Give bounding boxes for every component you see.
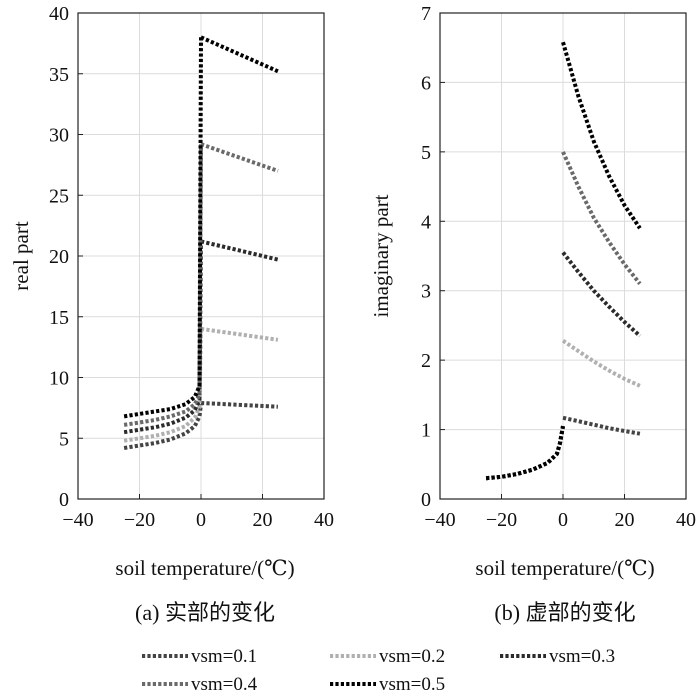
real-part-x-tick-label: 40: [314, 509, 334, 531]
imaginary-part-caption: (b) 虚部的变化: [494, 600, 635, 625]
imaginary-part-ticks: −40 −20 0 20 40 0 1 2 3 4 5 6 7: [421, 3, 696, 531]
imaginary-part-series-vsm-01-thawed: [562, 415, 641, 436]
real-part-ticks: −40 −20 0 20 40 0 5 10 15 20 25 30 35 40: [49, 3, 334, 531]
legend-item-vsm-03: vsm=0.3: [500, 646, 615, 667]
imaginary-part-x-tick-label: 0: [558, 509, 568, 531]
imaginary-part-x-tick-label: −40: [424, 509, 455, 531]
real-part-series-vsm-04-thawed: [200, 142, 279, 173]
imaginary-part-series: [485, 41, 642, 481]
panel-real-part: −40 −20 0 20 40 0 5 10 15 20 25 30 35 40 real part so…: [9, 3, 334, 625]
imaginary-part-series-vsm-03-thawed: [561, 251, 642, 338]
real-part-x-axis-label: soil temperature/(℃): [115, 556, 294, 580]
real-part-x-tick-label: −20: [124, 509, 155, 531]
real-part-series-vsm-03-thawed: [200, 239, 279, 262]
legend-label: vsm=0.2: [379, 646, 445, 667]
real-part-y-tick-label: 25: [49, 185, 69, 207]
panel-imaginary-part: −40 −20 0 20 40 0 1 2 3 4 5 6 7 imaginary part soil …: [369, 3, 696, 625]
imaginary-part-x-axis-label: soil temperature/(℃): [475, 556, 654, 580]
imaginary-part-y-tick-label: 1: [421, 420, 431, 442]
legend-label: vsm=0.5: [379, 674, 445, 695]
legend-label: vsm=0.4: [191, 674, 258, 695]
imaginary-part-series-vsm-05-thawed: [561, 41, 642, 230]
real-part-y-tick-label: 15: [49, 307, 69, 329]
real-part-series-vsm-04-frozen: [123, 144, 203, 427]
imaginary-part-y-axis-label: imaginary part: [369, 194, 393, 317]
legend: vsm=0.1 vsm=0.2 vsm=0.3 vsm=0.4 vsm=0.5: [142, 646, 615, 695]
real-part-y-tick-label: 10: [49, 368, 69, 390]
imaginary-part-x-tick-label: 40: [676, 509, 696, 531]
imaginary-part-x-tick-label: −20: [486, 509, 517, 531]
legend-item-vsm-04: vsm=0.4: [142, 674, 258, 695]
real-part-y-tick-label: 0: [59, 489, 69, 511]
imaginary-part-y-tick-label: 2: [421, 350, 431, 372]
real-part-series-vsm-02-frozen: [123, 328, 203, 443]
real-part-series: [123, 35, 279, 450]
real-part-x-tick-label: 0: [196, 509, 206, 531]
imaginary-part-series-vsm-05-frozen: [485, 425, 565, 481]
real-part-series-vsm-05-thawed: [200, 35, 279, 74]
real-part-y-axis-label: real part: [9, 221, 33, 291]
real-part-x-tick-label: −40: [62, 509, 93, 531]
real-part-y-tick-label: 35: [49, 64, 69, 86]
real-part-y-tick-label: 40: [49, 3, 69, 25]
legend-item-vsm-01: vsm=0.1: [142, 646, 257, 667]
imaginary-part-series-vsm-04-thawed: [561, 151, 642, 286]
imaginary-part-y-tick-label: 4: [421, 211, 431, 233]
real-part-caption: (a) 实部的变化: [135, 600, 275, 625]
imaginary-part-y-tick-label: 3: [421, 281, 431, 303]
real-part-x-tick-label: 20: [253, 509, 273, 531]
real-part-series-vsm-01-thawed: [200, 401, 278, 409]
real-part-series-vsm-02-thawed: [200, 326, 279, 342]
legend-item-vsm-05: vsm=0.5: [330, 674, 445, 695]
legend-item-vsm-02: vsm=0.2: [330, 646, 445, 667]
imaginary-part-y-tick-label: 6: [421, 72, 431, 94]
real-part-y-tick-label: 30: [49, 125, 69, 147]
real-part-series-vsm-05-frozen: [123, 37, 203, 419]
imaginary-part-y-tick-label: 5: [421, 142, 431, 164]
real-part-y-tick-label: 20: [49, 246, 69, 268]
real-part-series-vsm-01-frozen: [123, 403, 203, 450]
legend-label: vsm=0.1: [191, 646, 257, 667]
imaginary-part-series-vsm-02-thawed: [561, 339, 641, 388]
imaginary-part-x-tick-label: 20: [615, 509, 635, 531]
real-part-series-vsm-03-frozen: [123, 241, 203, 435]
imaginary-part-y-tick-label: 7: [421, 3, 431, 25]
legend-label: vsm=0.3: [549, 646, 615, 667]
imaginary-part-y-tick-label: 0: [421, 489, 431, 511]
real-part-y-tick-label: 5: [59, 428, 69, 450]
